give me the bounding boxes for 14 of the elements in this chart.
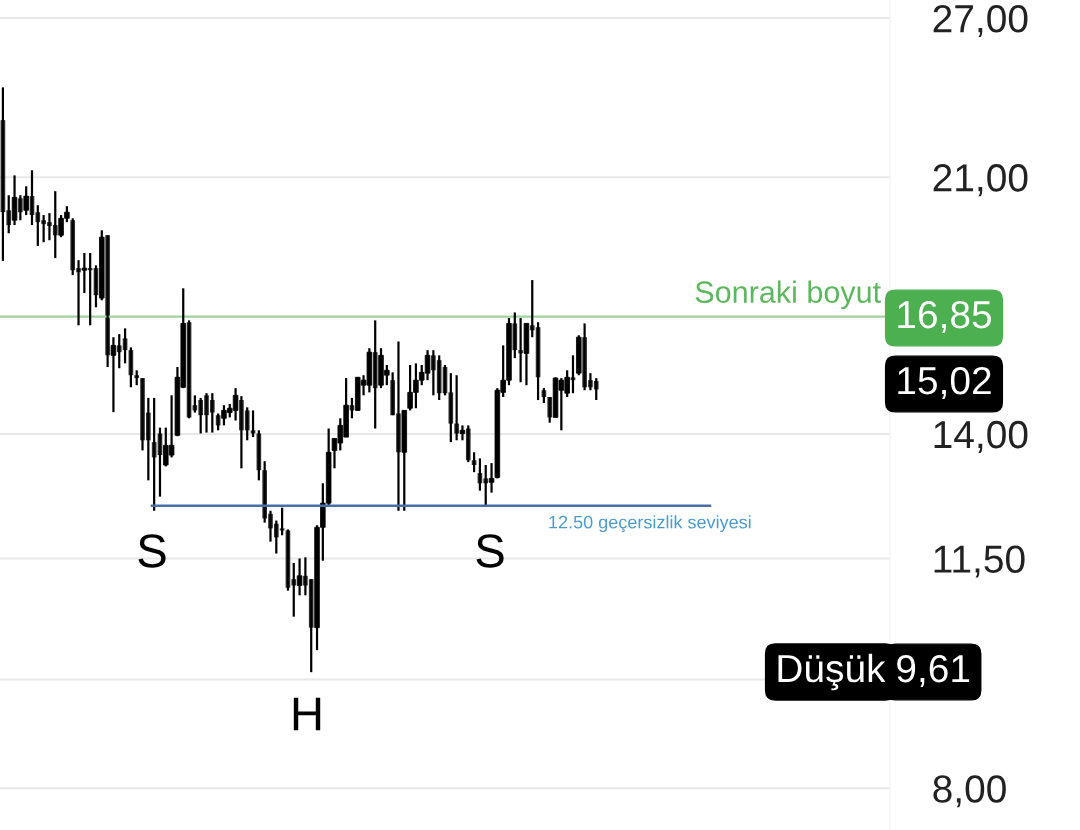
annotation: S bbox=[476, 534, 504, 568]
text: 9,61 bbox=[897, 654, 970, 688]
y-tick-label: 8,00 bbox=[933, 775, 1006, 808]
annotation: Düşük bbox=[778, 653, 886, 691]
y-tick-label: 14,00 bbox=[934, 420, 1028, 453]
annotation: S bbox=[138, 534, 166, 568]
annotation: H bbox=[293, 697, 321, 731]
ref-line-label: Sonraki boyut bbox=[695, 280, 881, 310]
ref-line-label: 12.50 geçersizlik seviyesi bbox=[549, 515, 751, 533]
y-tick-label: 11,50 bbox=[934, 545, 1025, 578]
text: 16,85 bbox=[898, 300, 992, 334]
y-tick-label: 21,00 bbox=[933, 164, 1028, 197]
y-tick-label: 27,00 bbox=[933, 4, 1028, 38]
text: 15,02 bbox=[898, 366, 991, 400]
